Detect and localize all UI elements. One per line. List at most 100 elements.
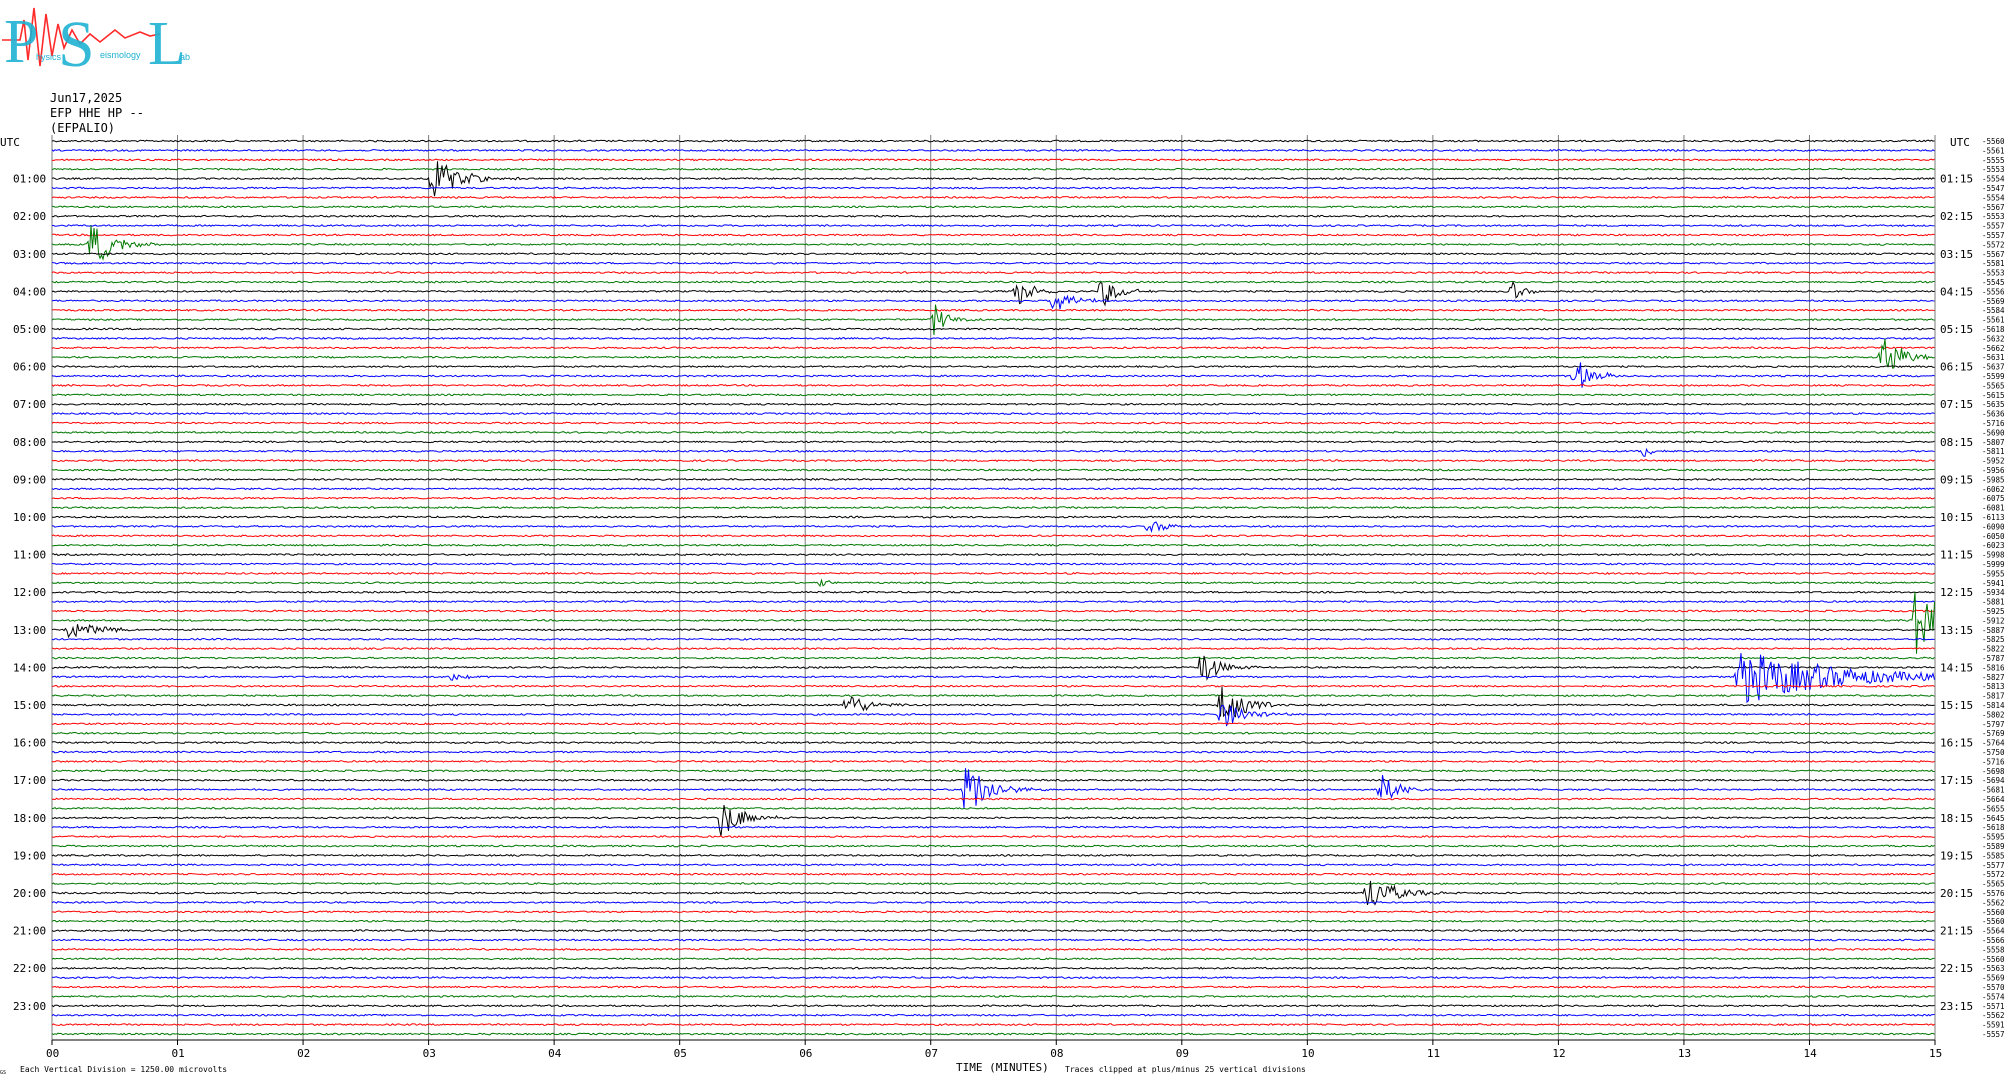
- trace-value-label: -5571: [1982, 1002, 2005, 1011]
- trace-value-label: -5572: [1982, 240, 2005, 249]
- trace-value-label: -5825: [1982, 635, 2005, 644]
- right-hour-label: 14:15: [1940, 661, 1973, 674]
- footer-scale-note: Each Vertical Division = 1250.00 microvo…: [20, 1065, 227, 1074]
- seismic-trace-line: [51, 768, 1935, 809]
- svg-text:eismology: eismology: [100, 50, 141, 60]
- seismic-trace-line: [51, 947, 1935, 951]
- trace-value-label: -5813: [1982, 682, 2005, 691]
- seismic-traces: [51, 139, 1935, 1036]
- trace-value-label: -5569: [1982, 297, 2005, 306]
- record-date: Jun17,2025: [50, 91, 123, 105]
- right-hour-label: 04:15: [1940, 285, 1973, 298]
- trace-value-label: -6023: [1982, 541, 2005, 550]
- x-tick-label: 10: [1301, 1047, 1314, 1060]
- trace-value-label: -6075: [1982, 494, 2005, 503]
- right-hour-label: 23:15: [1940, 1000, 1973, 1013]
- seismic-trace-line: [51, 280, 1935, 307]
- seismic-trace-line: [51, 161, 1935, 197]
- right-hour-label: 02:15: [1940, 210, 1973, 223]
- seismic-trace-line: [51, 731, 1935, 735]
- left-hour-label: 15:00: [13, 699, 46, 712]
- trace-value-label: -5553: [1982, 269, 2005, 278]
- seismic-trace-line: [51, 806, 1935, 810]
- seismic-trace-line: [51, 1013, 1935, 1017]
- right-hour-label: 20:15: [1940, 887, 1973, 900]
- trace-value-label: -5694: [1982, 776, 2005, 785]
- trace-value-label: -5925: [1982, 607, 2005, 616]
- right-hour-label: 03:15: [1940, 248, 1973, 261]
- seismic-trace-line: [51, 778, 1935, 782]
- left-hour-label: 22:00: [13, 962, 46, 975]
- trace-value-label: -5787: [1982, 654, 2005, 663]
- trace-value-label: -5662: [1982, 344, 2005, 353]
- trace-value-label: -5769: [1982, 729, 2005, 738]
- trace-value-label: -5581: [1982, 259, 2005, 268]
- right-hour-label: 12:15: [1940, 586, 1973, 599]
- seismic-trace-line: [51, 459, 1935, 463]
- trace-value-label: -5615: [1982, 391, 2005, 400]
- trace-value-label: -5562: [1982, 898, 2005, 907]
- trace-value-label: -5585: [1982, 851, 2005, 860]
- trace-value-label: -5645: [1982, 814, 2005, 823]
- svg-text:L: L: [148, 10, 186, 72]
- right-hour-label: 09:15: [1940, 473, 1973, 486]
- trace-value-label: -6090: [1982, 522, 2005, 531]
- left-hour-label: 23:00: [13, 1000, 46, 1013]
- seismic-trace-line: [51, 167, 1935, 171]
- right-hour-label: 16:15: [1940, 737, 1973, 750]
- right-hour-label: 08:15: [1940, 436, 1973, 449]
- trace-value-label: -5560: [1982, 908, 2005, 917]
- seismic-trace-line: [51, 195, 1935, 199]
- seismic-trace-line: [51, 308, 1935, 312]
- trace-value-label: -5637: [1982, 363, 2005, 372]
- x-tick-label: 12: [1552, 1047, 1565, 1060]
- trace-value-label: -5561: [1982, 146, 2005, 155]
- seismic-trace-line: [51, 553, 1935, 557]
- x-tick-label: 04: [548, 1047, 562, 1060]
- trace-value-label: -5558: [1982, 945, 2005, 954]
- seismic-trace-line: [51, 919, 1935, 923]
- seismic-trace-line: [51, 468, 1935, 472]
- x-tick-label: 15: [1929, 1047, 1942, 1060]
- trace-value-label: -5556: [1982, 287, 2005, 296]
- seismic-trace-line: [51, 880, 1935, 906]
- seismic-trace-line: [52, 515, 1935, 519]
- right-hour-label: 06:15: [1940, 361, 1973, 374]
- seismic-trace-line: [51, 882, 1935, 886]
- trace-value-label: -5716: [1982, 419, 2005, 428]
- seismic-trace-line: [51, 994, 1935, 998]
- trace-value-label: -6081: [1982, 504, 2005, 513]
- seismic-trace-line: [51, 233, 1935, 237]
- seismic-trace-line: [51, 653, 1935, 704]
- seismic-trace-line: [51, 938, 1935, 942]
- trace-value-label: -5816: [1982, 663, 2005, 672]
- trace-value-label: -5554: [1982, 175, 2005, 184]
- record-header: Jun17,2025 EFP HHE HP -- (EFPALIO): [50, 91, 144, 136]
- trace-value-label: -5750: [1982, 748, 2005, 757]
- svg-text:hysics: hysics: [36, 52, 62, 62]
- trace-value-label: -5802: [1982, 710, 2005, 719]
- trace-value-label: -5618: [1982, 823, 2005, 832]
- svg-text:P: P: [4, 8, 38, 72]
- left-hour-label: 08:00: [13, 436, 46, 449]
- right-hour-label: 11:15: [1940, 549, 1973, 562]
- trace-value-label: -5681: [1982, 786, 2005, 795]
- seismic-trace-line: [51, 261, 1935, 265]
- seismic-trace-line: [51, 271, 1935, 275]
- right-hour-label: 13:15: [1940, 624, 1973, 637]
- seismic-trace-line: [51, 205, 1935, 209]
- seismic-trace-line: [51, 148, 1935, 152]
- trace-value-label: -5807: [1982, 438, 2005, 447]
- seismic-trace-line: [51, 825, 1935, 829]
- right-hour-label: 15:15: [1940, 699, 1973, 712]
- seismic-trace-line: [51, 759, 1935, 763]
- x-tick-label: 08: [1050, 1047, 1063, 1060]
- seismic-trace-line: [51, 1023, 1935, 1027]
- seismic-trace-line: [51, 225, 1935, 261]
- trace-value-label: -5557: [1982, 222, 2005, 231]
- left-hour-label: 19:00: [13, 849, 46, 862]
- seismic-trace-line: [51, 624, 1935, 639]
- seismic-trace-line: [51, 562, 1935, 566]
- trace-value-label: -5591: [1982, 1021, 2005, 1030]
- trace-value-label: -5999: [1982, 560, 2005, 569]
